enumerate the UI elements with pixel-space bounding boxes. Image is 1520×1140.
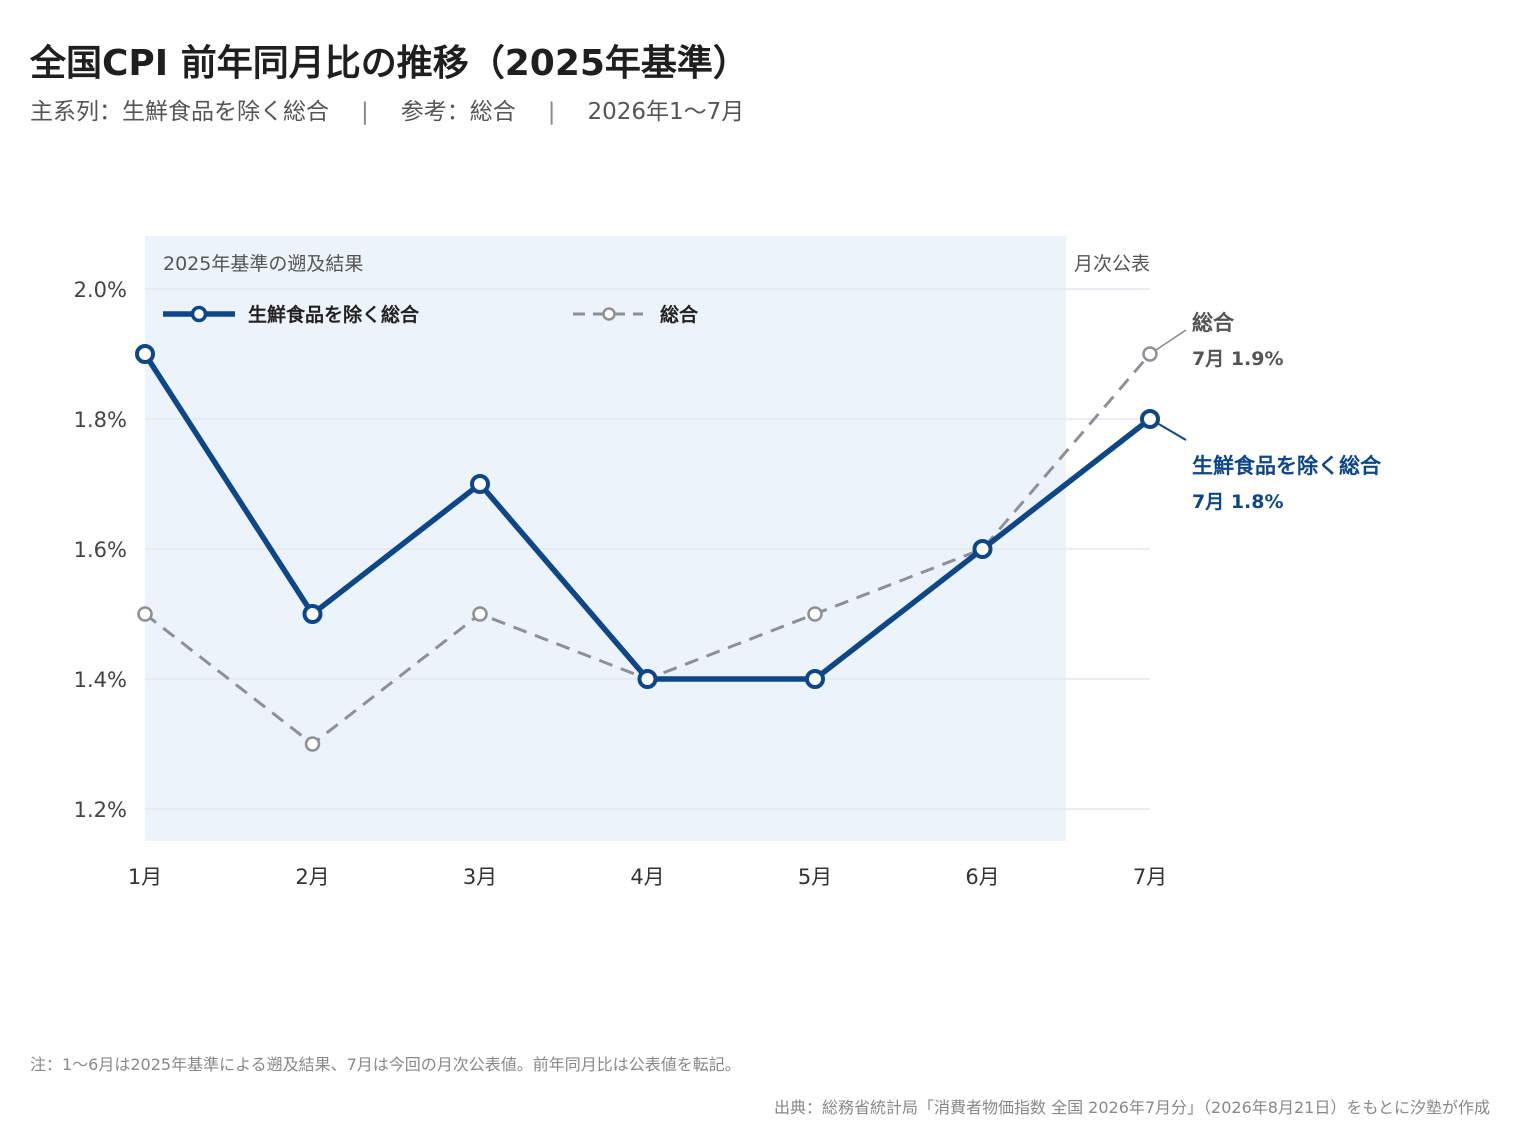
x-tick-label: 5月 — [798, 865, 832, 889]
x-tick-label: 2月 — [295, 865, 329, 889]
subtitle-separator: | — [361, 99, 369, 125]
subtitle-separator: | — [547, 99, 556, 125]
main-series-point — [1140, 409, 1160, 429]
subtitle-reference-series: 参考：総合 — [400, 99, 516, 125]
reference-series-point — [472, 606, 488, 622]
callout-main-name: 生鮮食品を除く総合 — [1192, 454, 1382, 478]
main-series-point — [637, 669, 658, 689]
legend-reference-label: 総合 — [660, 303, 699, 326]
main-series-point — [470, 474, 490, 494]
callout-reference-value: 7月 1.9% — [1192, 348, 1284, 370]
monthly-release-label: 月次公表 — [1074, 253, 1150, 275]
main-series-point — [135, 344, 155, 364]
legend-main-label: 生鮮食品を除く総合 — [248, 303, 420, 326]
x-tick-label: 7月 — [1133, 865, 1167, 889]
subtitle-period: 2026年1〜7月 — [587, 99, 745, 125]
shaded-region-label: 2025年基準の遡及結果 — [163, 253, 363, 275]
legend-main-marker — [190, 305, 208, 323]
shaded-region — [145, 236, 1067, 841]
callout-leader-line — [1156, 422, 1187, 441]
x-tick-label: 6月 — [965, 865, 999, 889]
callout-reference-name: 総合 — [1192, 311, 1235, 335]
callout-main-value: 7月 1.8% — [1192, 491, 1284, 513]
footnote: 注：1〜6月は2025年基準による遡及結果、7月は今回の月次公表値。前年同月比は… — [30, 1055, 741, 1074]
y-tick-label: 1.2% — [74, 798, 127, 822]
subtitle-main-series: 主系列：生鮮食品を除く総合 — [30, 99, 329, 125]
reference-series-point — [1142, 346, 1158, 362]
x-tick-label: 4月 — [630, 865, 664, 889]
chart-subtitle: 主系列：生鮮食品を除く総合 | 参考：総合 | 2026年1〜7月 — [30, 92, 744, 126]
main-series-point — [805, 669, 825, 689]
source-credit: 出典：総務省統計局「消費者物価指数 全国 2026年7月分」（2026年8月21… — [773, 1098, 1490, 1117]
y-tick-label: 1.6% — [74, 538, 127, 562]
legend-reference-marker — [602, 307, 616, 321]
main-series-point — [302, 604, 323, 624]
chart-title: 全国CPI 前年同月比の推移（2025年基準） — [30, 43, 749, 84]
callout-leader-line — [1155, 329, 1187, 351]
x-tick-label: 3月 — [463, 865, 497, 889]
reference-series-point — [807, 606, 823, 622]
reference-series-point — [137, 606, 153, 622]
x-tick-label: 1月 — [128, 865, 162, 889]
y-tick-label: 2.0% — [74, 278, 127, 302]
y-tick-label: 1.8% — [74, 408, 127, 432]
main-series-point — [972, 539, 993, 559]
reference-series-point — [304, 736, 321, 752]
y-tick-label: 1.4% — [74, 668, 127, 692]
